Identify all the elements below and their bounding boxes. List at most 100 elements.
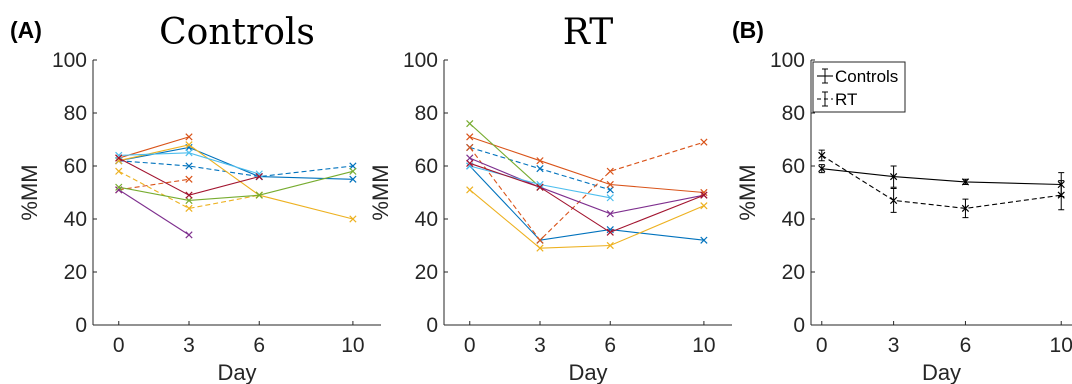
summary-x-tick-label: 6 <box>960 334 972 357</box>
summary-plot: 0 20 40 60 80 100 0 3 6 10 Day %MM Controls RT <box>735 49 1072 384</box>
rt-series-4-marker <box>536 244 544 252</box>
rt-series-8-line <box>469 162 705 233</box>
controls-x-label: Day <box>217 360 256 384</box>
controls-series-4-marker <box>185 141 193 149</box>
controls-series-8-marker <box>255 170 263 178</box>
summary-x-tick-label: 0 <box>816 334 828 357</box>
legend-box <box>812 61 906 113</box>
panel-label-b: (B) <box>732 17 764 43</box>
rt-y-label: %MM <box>368 164 393 220</box>
summary-y-tick-label: 100 <box>770 49 805 72</box>
panel-label-a: (A) <box>10 17 42 43</box>
rt-series-3-marker <box>536 236 544 244</box>
rt-series-4-marker <box>606 241 614 250</box>
legend-swatch-errorbar-1 <box>822 91 828 107</box>
rt-y-tick-label: 0 <box>426 314 438 337</box>
rt-series-2-marker <box>606 180 614 189</box>
controls-series-7-line <box>118 170 354 201</box>
controls-series-9-marker <box>185 191 193 199</box>
summary-y-tick-label: 80 <box>782 102 805 125</box>
rt-series-3-marker <box>700 138 708 146</box>
rt-series-5-marker <box>606 210 614 218</box>
rt-series-2-marker <box>700 188 708 197</box>
summary-series-1-marker <box>818 151 826 160</box>
controls-series-3-marker <box>185 175 193 183</box>
controls-series-7-marker <box>349 167 357 175</box>
summary-series-0-marker <box>818 165 826 173</box>
controls-series-1-line <box>118 160 353 178</box>
rt-series-2-line <box>469 136 704 194</box>
summary-y-tick-label: 20 <box>782 261 805 284</box>
rt-series-5-line <box>469 157 705 215</box>
controls-series-8-marker <box>115 151 123 160</box>
controls-series-8-marker <box>185 149 193 157</box>
rt-series-4-line <box>469 189 705 249</box>
rt-x-tick-label: 0 <box>464 334 476 357</box>
controls-y-tick-label: 20 <box>64 261 87 284</box>
rt-series-0-marker <box>700 236 708 244</box>
rt-y-tick-label: 80 <box>415 102 438 125</box>
rt-x-tick-label: 10 <box>692 334 715 357</box>
summary-y-tick-label: 60 <box>782 155 805 178</box>
rt-plot: RT 0 20 40 60 80 100 0 3 6 10 Day %MM <box>368 12 732 384</box>
rt-series-0-line <box>469 165 704 241</box>
summary-series-0-marker <box>961 178 970 186</box>
controls-y-tick-label: 60 <box>64 155 87 178</box>
rt-y-tick-label: 40 <box>415 208 438 231</box>
rt-series-4-marker <box>466 186 474 194</box>
rt-y-tick-label: 60 <box>415 155 438 178</box>
summary-series-0-marker <box>889 172 898 181</box>
controls-plot: Controls 0 20 40 60 80 100 0 3 6 10 Day %MM <box>17 12 381 384</box>
controls-series-9-line <box>118 157 260 196</box>
controls-series-7-marker <box>185 196 193 205</box>
rt-series-3-marker <box>606 167 614 175</box>
controls-y-label: %MM <box>17 164 42 220</box>
controls-x-tick-label: 6 <box>253 334 265 357</box>
summary-series-0-line <box>821 168 1062 186</box>
rt-series-8-marker <box>536 183 544 191</box>
controls-x-tick-label: 0 <box>113 334 125 357</box>
controls-y-tick-label: 0 <box>75 314 87 337</box>
controls-series-3-line <box>118 178 190 191</box>
controls-series-0-marker <box>349 175 357 183</box>
controls-y-tick-label: 80 <box>64 102 87 125</box>
rt-x-tick-label: 3 <box>534 334 546 357</box>
legend-swatch-errorbar-0 <box>822 68 828 84</box>
controls-series-5-line <box>118 170 260 209</box>
controls-x-tick-label: 3 <box>183 334 195 357</box>
rt-series-7-marker <box>606 194 614 202</box>
controls-series-7-marker <box>255 191 263 199</box>
controls-series-4-line <box>118 144 354 220</box>
controls-series-6-line <box>118 189 190 236</box>
rt-series-4-marker <box>700 202 708 210</box>
rt-x-label: Day <box>568 360 607 384</box>
summary-series-1-marker <box>889 196 898 205</box>
controls-series-4-marker <box>349 215 357 223</box>
rt-series-1-marker <box>606 186 614 194</box>
controls-y-tick-label: 40 <box>64 208 87 231</box>
controls-x-tick-label: 10 <box>341 334 364 357</box>
rt-title: RT <box>563 12 613 53</box>
rt-series-8-marker <box>700 191 708 199</box>
summary-x-label: Day <box>922 360 961 384</box>
summary-series-1-line <box>821 154 1062 209</box>
summary-x-tick-label: 10 <box>1050 334 1072 357</box>
legend-entry-0: Controls <box>835 67 898 86</box>
rt-y-tick-label: 100 <box>403 49 438 72</box>
rt-y-tick-label: 20 <box>415 261 438 284</box>
controls-series-6-marker <box>185 231 193 239</box>
rt-series-8-marker <box>466 159 474 167</box>
controls-series-2-marker <box>185 133 193 141</box>
rt-series-2-marker <box>466 133 474 141</box>
controls-series-5-marker <box>115 167 123 175</box>
summary-x-tick-label: 3 <box>888 334 900 357</box>
summary-y-tick-label: 40 <box>782 208 805 231</box>
summary-y-label: %MM <box>735 164 760 220</box>
rt-series-8-marker <box>606 228 614 236</box>
rt-x-tick-label: 6 <box>604 334 616 357</box>
rt-series-3-marker <box>466 143 474 152</box>
controls-series-1-marker <box>185 162 193 170</box>
controls-title: Controls <box>159 12 315 53</box>
rt-series-2-marker <box>536 157 544 165</box>
